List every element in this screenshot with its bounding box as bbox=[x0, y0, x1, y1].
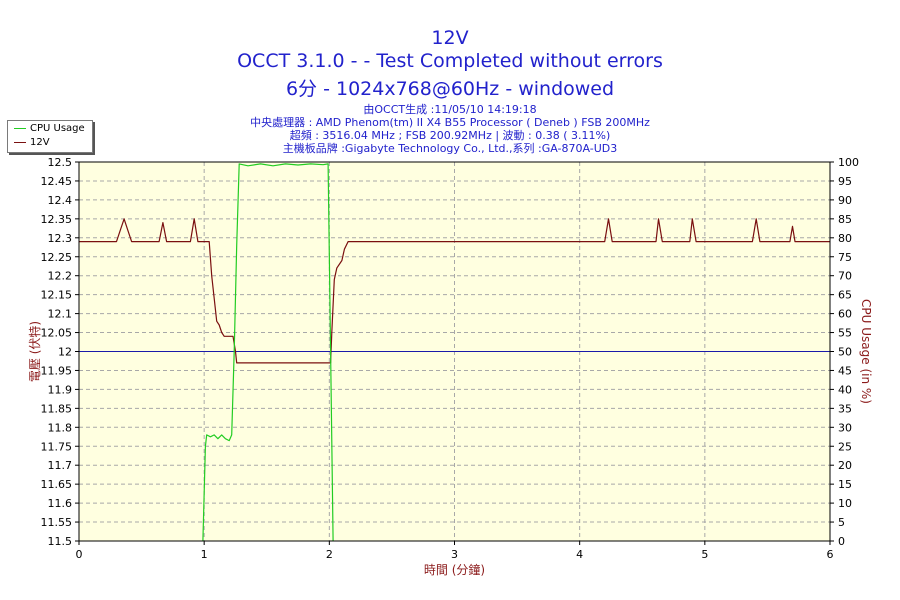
y-left-tick-label: 12.35 bbox=[41, 213, 73, 226]
y-right-tick-label: 0 bbox=[838, 535, 845, 548]
y-right-tick-label: 55 bbox=[838, 327, 852, 340]
y-right-tick-label: 75 bbox=[838, 251, 852, 264]
x-axis-label: 時間 (分鐘) bbox=[424, 562, 485, 577]
y-left-tick-label: 11.95 bbox=[41, 364, 73, 377]
info-motherboard: 主機板品牌 :Gigabyte Technology Co., Ltd.,系列 … bbox=[282, 142, 618, 155]
info-cpu: 中央處理器 : AMD Phenom(tm) II X4 B55 Process… bbox=[250, 116, 650, 129]
legend-label-12v: 12V bbox=[30, 137, 50, 148]
y-left-tick-label: 11.65 bbox=[41, 478, 73, 491]
y-left-tick-label: 12.45 bbox=[41, 175, 73, 188]
legend-label-cpu-usage: CPU Usage bbox=[30, 123, 85, 134]
y-right-tick-label: 60 bbox=[838, 308, 852, 321]
y-left-tick-label: 11.85 bbox=[41, 402, 73, 415]
y-right-tick-label: 65 bbox=[838, 289, 852, 302]
y-right-tick-label: 40 bbox=[838, 383, 852, 396]
y-right-tick-label: 45 bbox=[838, 364, 852, 377]
y-left-tick-label: 12.5 bbox=[48, 156, 73, 169]
y-left-tick-label: 12 bbox=[58, 346, 72, 359]
y-left-tick-label: 12.3 bbox=[48, 232, 73, 245]
x-tick-label: 0 bbox=[76, 548, 83, 561]
x-tick-label: 3 bbox=[451, 548, 458, 561]
y-left-axis-label: 電壓 (伏特) bbox=[27, 321, 42, 382]
y-left-tick-label: 12.25 bbox=[41, 251, 73, 264]
y-right-tick-label: 20 bbox=[838, 459, 852, 472]
y-right-tick-label: 30 bbox=[838, 421, 852, 434]
chart-subtitle-duration: 6分 - 1024x768@60Hz - windowed bbox=[285, 78, 615, 100]
x-tick-label: 2 bbox=[326, 548, 333, 561]
legend-item-cpu-usage: CPU Usage bbox=[14, 123, 85, 135]
chart-title: 12V bbox=[431, 27, 469, 49]
y-right-tick-label: 10 bbox=[838, 497, 852, 510]
y-right-axis-label: CPU Usage (in %) bbox=[859, 299, 873, 404]
legend: CPU Usage 12V bbox=[7, 120, 93, 153]
y-right-tick-label: 25 bbox=[838, 440, 852, 453]
x-tick-label: 5 bbox=[701, 548, 708, 561]
y-left-tick-label: 11.9 bbox=[48, 383, 73, 396]
y-left-tick-label: 12.1 bbox=[48, 308, 73, 321]
y-left-tick-label: 12.05 bbox=[41, 327, 73, 340]
y-right-tick-label: 85 bbox=[838, 213, 852, 226]
y-left-tick-label: 11.75 bbox=[41, 440, 73, 453]
y-right-tick-label: 70 bbox=[838, 270, 852, 283]
y-left-tick-label: 11.8 bbox=[48, 421, 73, 434]
y-right-tick-label: 15 bbox=[838, 478, 852, 491]
x-tick-label: 1 bbox=[201, 548, 208, 561]
y-right-tick-label: 95 bbox=[838, 175, 852, 188]
series-line-cpu-usage bbox=[202, 163, 334, 542]
info-overclock: 超頻 : 3516.04 MHz ; FSB 200.92MHz | 波動 : … bbox=[289, 129, 611, 142]
y-left-tick-label: 12.4 bbox=[48, 194, 73, 207]
y-left-tick-label: 12.15 bbox=[41, 289, 73, 302]
y-left-tick-label: 11.5 bbox=[48, 535, 73, 548]
legend-swatch-12v bbox=[14, 141, 26, 143]
chart-subtitle-test-status: OCCT 3.1.0 - - Test Completed without er… bbox=[237, 50, 663, 72]
y-right-tick-label: 5 bbox=[838, 516, 845, 529]
info-generated: 由OCCT生成 :11/05/10 14:19:18 bbox=[363, 103, 537, 116]
y-right-tick-label: 90 bbox=[838, 194, 852, 207]
y-right-tick-label: 100 bbox=[838, 156, 859, 169]
y-left-tick-label: 11.7 bbox=[48, 459, 73, 472]
x-tick-label: 6 bbox=[827, 548, 834, 561]
legend-swatch-cpu-usage bbox=[14, 127, 26, 129]
x-tick-label: 4 bbox=[576, 548, 583, 561]
y-right-tick-label: 50 bbox=[838, 346, 852, 359]
y-right-tick-label: 80 bbox=[838, 232, 852, 245]
y-left-tick-label: 12.2 bbox=[48, 270, 73, 283]
y-left-tick-label: 11.55 bbox=[41, 516, 73, 529]
y-left-tick-label: 11.6 bbox=[48, 497, 73, 510]
y-right-tick-label: 35 bbox=[838, 402, 852, 415]
legend-item-12v: 12V bbox=[14, 137, 50, 149]
